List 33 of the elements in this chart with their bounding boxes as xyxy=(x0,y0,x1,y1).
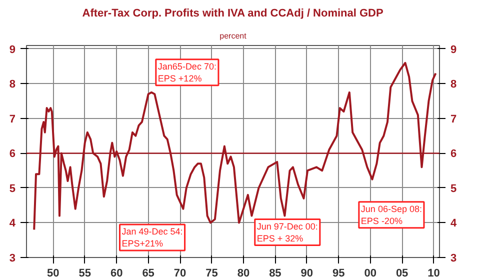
y2-tick-label: 5 xyxy=(450,182,457,195)
x-tick-label: 10 xyxy=(428,268,440,279)
y-tick-label: 3 xyxy=(9,252,16,264)
chart-title: After-Tax Corp. Profits with IVA and CCAdj / Nominal GDP xyxy=(82,8,384,20)
x-tick-label: 80 xyxy=(237,268,250,279)
x-tick-label: 00 xyxy=(364,268,376,279)
x-tick-label: 90 xyxy=(300,268,314,279)
x-tick-label: 55 xyxy=(78,268,91,279)
y2-tick-label: 7 xyxy=(450,113,457,126)
x-tick-label: 70 xyxy=(174,268,186,279)
x-tick-label: 75 xyxy=(206,268,218,279)
y-tick-label: 6 xyxy=(9,148,16,160)
y2-tick-label: 6 xyxy=(450,148,457,160)
x-tick-label: 50 xyxy=(47,268,60,279)
y-tick-label: 4 xyxy=(9,218,16,230)
y-tick-label: 7 xyxy=(9,113,16,126)
y-tick-label: 5 xyxy=(9,182,16,195)
annotation: Jun 06-Sep 08: EPS -20% xyxy=(360,204,422,226)
y-tick-label: 9 xyxy=(9,44,16,56)
chart-subtitle: percent xyxy=(220,32,248,40)
x-tick-label: 95 xyxy=(332,268,345,279)
y2-tick-label: 3 xyxy=(450,252,457,264)
y-tick-label: 8 xyxy=(9,78,16,91)
x-tick-label: 85 xyxy=(269,268,282,279)
y2-tick-label: 4 xyxy=(450,218,458,230)
y2-tick-label: 9 xyxy=(450,44,457,56)
x-tick-label: 65 xyxy=(142,268,154,279)
annotation: Jun 97-Dec 00: EPS + 32% xyxy=(256,221,318,244)
x-tick-label: 05 xyxy=(396,268,408,279)
y2-tick-label: 8 xyxy=(450,78,457,91)
x-tick-label: 60 xyxy=(110,268,123,279)
annotation: Jan65-Dec 70: EPS +12% xyxy=(158,61,216,84)
annotation: Jan 49-Dec 54: EPS+21% xyxy=(122,226,183,248)
